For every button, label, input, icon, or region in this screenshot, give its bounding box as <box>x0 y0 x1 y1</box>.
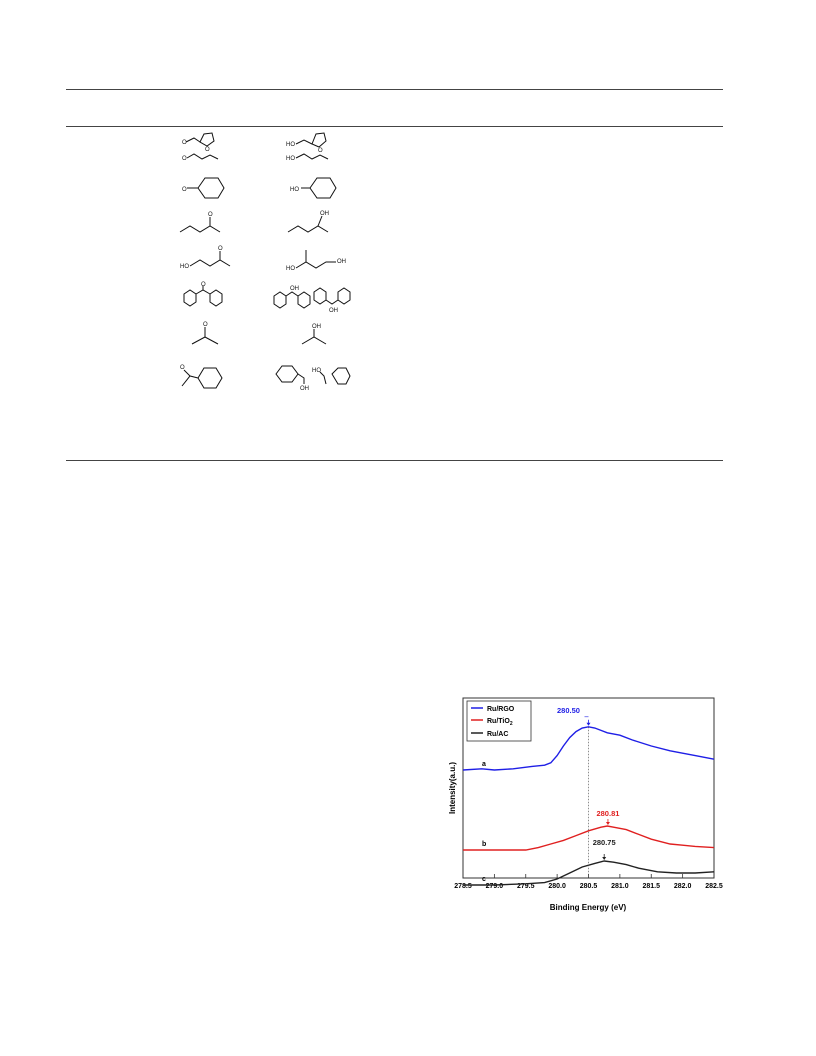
table-bottom-rule <box>66 460 723 461</box>
atom-label: O <box>180 365 185 371</box>
x-tick-label: 279.5 <box>517 883 535 890</box>
atom-label: HO <box>286 156 295 162</box>
legend-label-ru-ac: Ru/AC <box>487 731 508 738</box>
peak-label: 280.50 <box>557 706 580 715</box>
atom-label: O <box>182 140 187 146</box>
x-tick-label: 281.5 <box>642 883 660 890</box>
curve-label: a <box>482 761 486 768</box>
substrate-structure-7: O <box>180 365 223 389</box>
atom-label: O <box>318 148 323 154</box>
table-top-rule <box>66 89 723 90</box>
atom-label: O <box>208 212 213 218</box>
x-tick-label: 280.0 <box>548 883 566 890</box>
substrate-structure-5: O <box>183 282 223 307</box>
xps-chart: 278.5 279.0 279.5 280.0 280.5 281.0 281.5 282.0… <box>448 697 723 912</box>
atom-label: OH <box>337 259 346 265</box>
x-tick-label: 278.5 <box>454 883 472 890</box>
legend: Ru/RGO Ru/TiO2 Ru/AC <box>466 700 532 742</box>
product-structure-5: OH OH <box>273 286 351 314</box>
x-tick-label: 281.0 <box>611 883 629 890</box>
peak-label: 280.75 <box>593 838 616 847</box>
peak-arrow-head <box>605 822 610 825</box>
atom-label: HO <box>312 368 321 374</box>
atom-label: HO <box>286 266 295 272</box>
substrate-structure-4: HO O <box>180 246 231 270</box>
atom-label: O <box>205 147 210 153</box>
legend-label-ru-tio2: Ru/TiO2 <box>487 718 513 727</box>
atom-label: HO <box>290 187 299 193</box>
series-line-1 <box>463 825 715 851</box>
table-header-rule <box>66 126 723 127</box>
atom-label: O <box>201 282 206 288</box>
atom-label: O <box>182 187 187 193</box>
peak-arrow-head <box>602 857 607 860</box>
product-structure-3: OH <box>287 211 329 233</box>
atom-label: OH <box>300 386 309 392</box>
x-tick-label: 282.0 <box>674 883 692 890</box>
substrate-structure-1: O O O <box>182 132 219 162</box>
curve-label: c <box>482 876 486 883</box>
atom-label: HO <box>286 142 295 148</box>
x-tick-label: 280.5 <box>580 883 598 890</box>
series-line-2 <box>463 860 715 886</box>
product-structure-7: OH HO <box>275 365 351 392</box>
atom-label: OH <box>290 286 299 292</box>
product-structure-2: HO <box>290 177 337 199</box>
atom-label: O <box>182 156 187 162</box>
x-tick-label: 279.0 <box>486 883 504 890</box>
substrate-structure-3: O <box>179 212 221 233</box>
atom-label: OH <box>312 324 321 330</box>
product-structure-6: OH <box>301 324 327 345</box>
y-axis-label: Intensity(a.u.) <box>448 762 457 814</box>
legend-label-ru-rgo: Ru/RGO <box>487 706 515 713</box>
substrate-structure-6: O <box>191 322 219 345</box>
product-structure-1: HO O HO <box>286 132 329 162</box>
curve-label: b <box>482 841 486 848</box>
substrate-structure-2: O <box>182 177 225 199</box>
peak-arrow-head <box>586 722 591 726</box>
x-axis-label: Binding Energy (eV) <box>550 903 627 912</box>
atom-label: O <box>203 322 208 328</box>
x-tick-label: 282.5 <box>705 883 723 890</box>
atom-label: OH <box>320 211 329 217</box>
atom-label: OH <box>329 308 338 314</box>
series-line-0 <box>462 726 715 771</box>
atom-label: HO <box>180 264 189 270</box>
product-structure-4: HO OH <box>286 250 346 272</box>
atom-label: O <box>218 246 223 252</box>
peak-label: 280.81 <box>596 809 619 818</box>
